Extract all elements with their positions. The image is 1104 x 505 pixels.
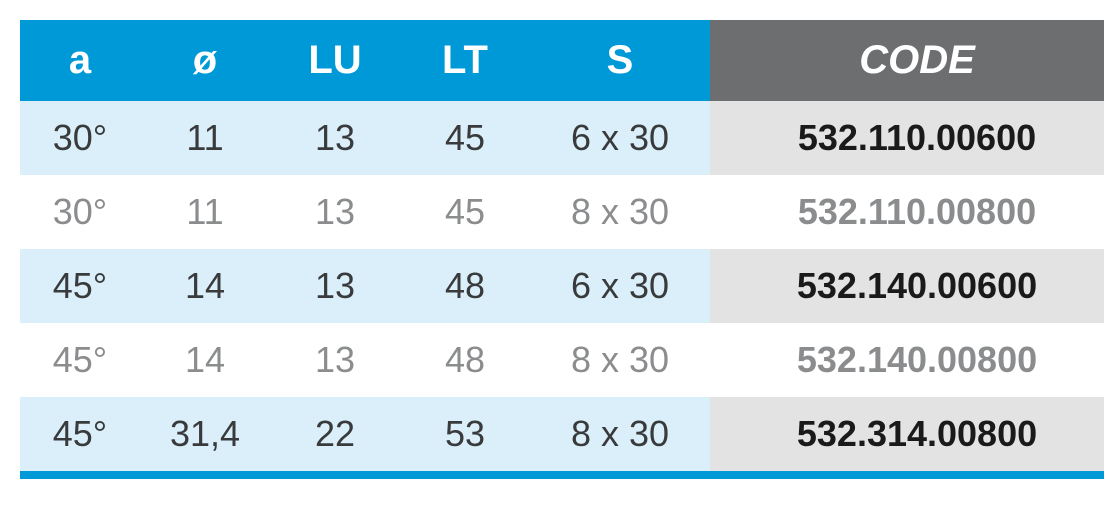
cell-a: 30°	[20, 175, 140, 249]
col-header-lt: LT	[400, 20, 530, 101]
cell-code: 532.140.00800	[710, 323, 1104, 397]
cell-lt: 53	[400, 397, 530, 471]
cell-lt: 45	[400, 101, 530, 175]
table-bottom-rule	[20, 471, 1104, 479]
cell-lu: 13	[270, 175, 400, 249]
cell-code: 532.140.00600	[710, 249, 1104, 323]
cell-d: 14	[140, 323, 270, 397]
cell-code: 532.110.00800	[710, 175, 1104, 249]
cell-lu: 13	[270, 323, 400, 397]
table-row: 30° 11 13 45 6 x 30 532.110.00600	[20, 101, 1104, 175]
cell-s: 8 x 30	[530, 397, 710, 471]
table-row: 30° 11 13 45 8 x 30 532.110.00800	[20, 175, 1104, 249]
spec-table-container: a ø LU LT S CODE 30° 11 13 45 6 x 30 532…	[20, 20, 1104, 479]
cell-lt: 48	[400, 323, 530, 397]
cell-d: 14	[140, 249, 270, 323]
cell-d: 31,4	[140, 397, 270, 471]
table-body: 30° 11 13 45 6 x 30 532.110.00600 30° 11…	[20, 101, 1104, 471]
cell-lu: 13	[270, 101, 400, 175]
cell-lu: 22	[270, 397, 400, 471]
table-row: 45° 14 13 48 6 x 30 532.140.00600	[20, 249, 1104, 323]
spec-table: a ø LU LT S CODE 30° 11 13 45 6 x 30 532…	[20, 20, 1104, 471]
cell-a: 45°	[20, 397, 140, 471]
cell-lt: 48	[400, 249, 530, 323]
cell-code: 532.314.00800	[710, 397, 1104, 471]
col-header-s: S	[530, 20, 710, 101]
col-header-diameter: ø	[140, 20, 270, 101]
cell-s: 6 x 30	[530, 101, 710, 175]
col-header-lu: LU	[270, 20, 400, 101]
cell-lu: 13	[270, 249, 400, 323]
cell-lt: 45	[400, 175, 530, 249]
cell-s: 8 x 30	[530, 323, 710, 397]
col-header-code: CODE	[710, 20, 1104, 101]
table-row: 45° 14 13 48 8 x 30 532.140.00800	[20, 323, 1104, 397]
cell-d: 11	[140, 175, 270, 249]
table-header-row: a ø LU LT S CODE	[20, 20, 1104, 101]
cell-a: 45°	[20, 249, 140, 323]
cell-a: 45°	[20, 323, 140, 397]
cell-code: 532.110.00600	[710, 101, 1104, 175]
table-row: 45° 31,4 22 53 8 x 30 532.314.00800	[20, 397, 1104, 471]
cell-d: 11	[140, 101, 270, 175]
col-header-a: a	[20, 20, 140, 101]
cell-s: 8 x 30	[530, 175, 710, 249]
cell-a: 30°	[20, 101, 140, 175]
cell-s: 6 x 30	[530, 249, 710, 323]
